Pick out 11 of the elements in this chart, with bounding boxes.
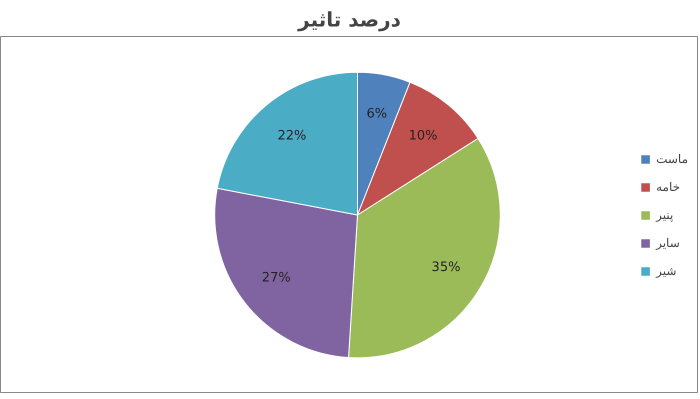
data-label: 22%: [278, 128, 306, 144]
legend-label: شیر: [656, 264, 676, 278]
legend-label: پنیر: [656, 208, 674, 222]
legend-label: سایر: [656, 236, 680, 250]
legend-label: خامه: [656, 180, 680, 194]
data-label: 10%: [408, 128, 438, 144]
data-label: 35%: [432, 260, 460, 275]
data-label: 6%: [366, 106, 388, 122]
legend-label: ماست: [656, 152, 688, 166]
chart-title: درصد تاثیر: [297, 8, 401, 32]
data-label: 27%: [262, 270, 291, 286]
